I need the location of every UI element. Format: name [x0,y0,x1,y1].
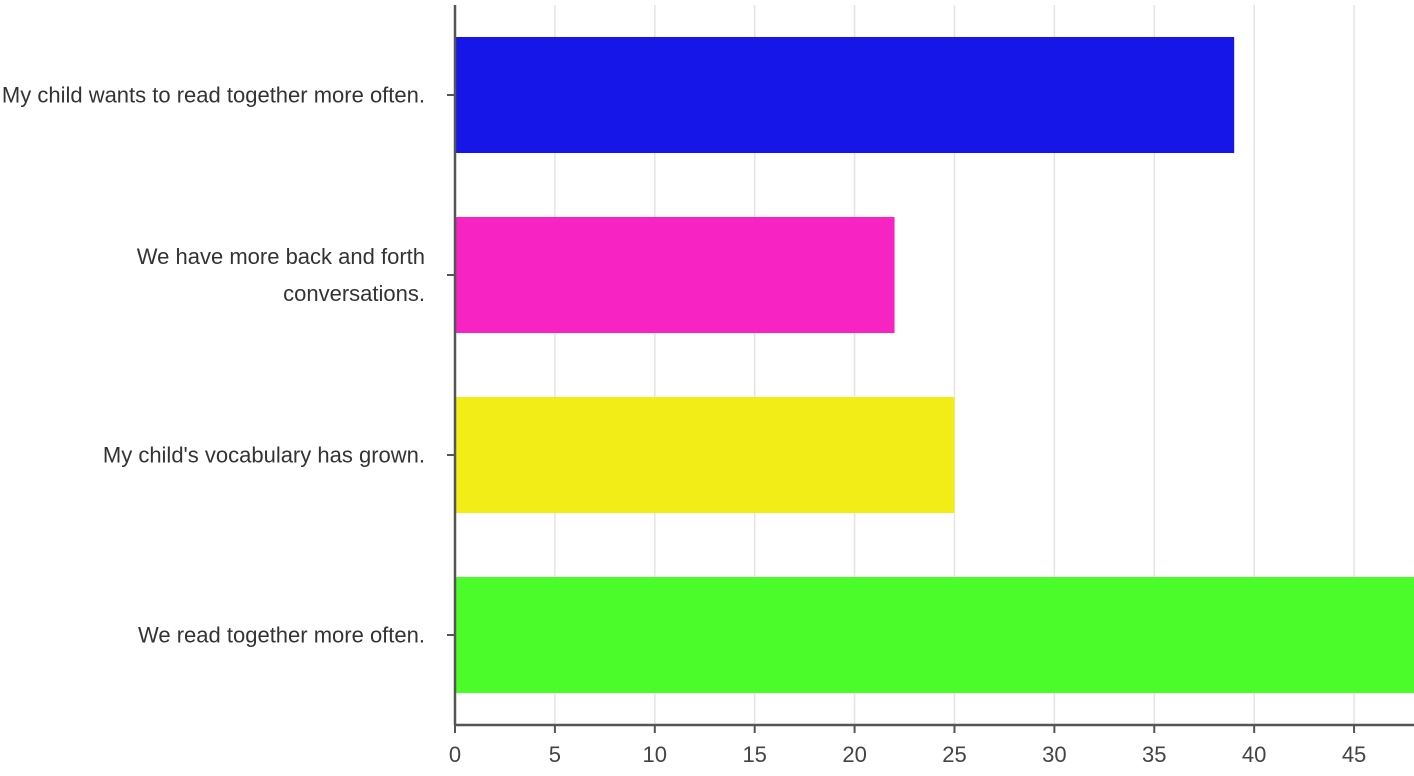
x-tick-label: 30 [1042,742,1066,767]
bar [455,37,1235,153]
x-tick-label: 45 [1342,742,1366,767]
x-tick-label: 25 [942,742,966,767]
y-tick-label: We have more back and forth conversation… [136,244,425,306]
x-tick-label: 15 [742,742,766,767]
bar [455,577,1414,693]
bar [455,217,895,333]
y-tick-label: We read together more often. [138,622,425,648]
x-tick-label: 0 [449,742,461,767]
x-tick-label: 35 [1142,742,1166,767]
bar [455,397,955,513]
x-tick-label: 20 [842,742,866,767]
y-tick-label: My child's vocabulary has grown. [102,442,425,468]
y-tick-label: My child wants to read together more oft… [1,82,425,108]
x-tick-label: 40 [1242,742,1266,767]
x-tick-label: 5 [549,742,561,767]
x-tick-label: 10 [643,742,667,767]
